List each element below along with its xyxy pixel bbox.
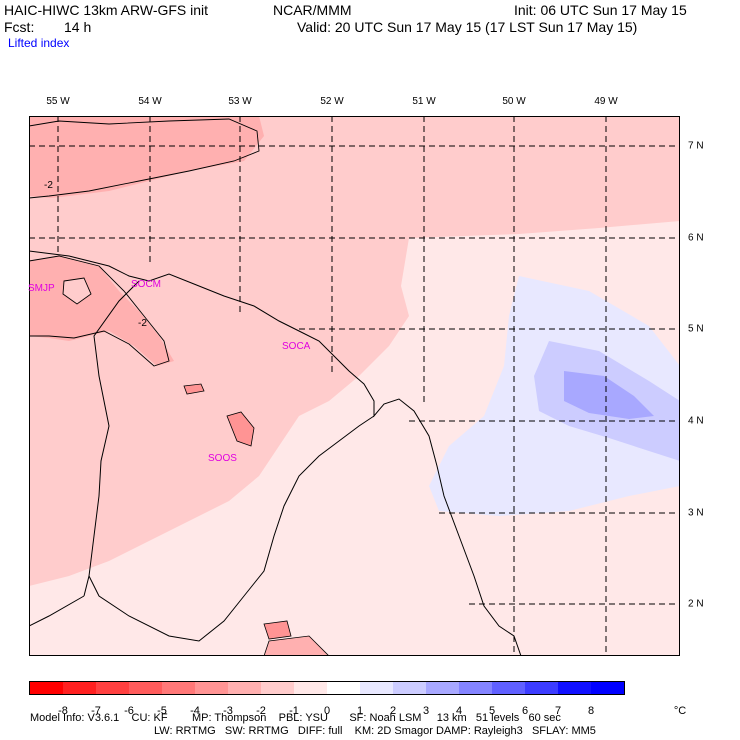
contour-label: -2 xyxy=(44,180,53,191)
colorbar-tick: 3 xyxy=(422,705,430,717)
colorbar-swatch xyxy=(360,682,393,694)
colorbar-swatch xyxy=(525,682,558,694)
li-region-pink xyxy=(29,116,264,198)
colorbar-tick: 7 xyxy=(554,705,562,717)
colorbar-tick: -1 xyxy=(289,705,299,717)
model-title: HAIC-HIWC 13km ARW-GFS init xyxy=(4,2,209,18)
colorbar-swatch xyxy=(162,682,195,694)
colorbar-tick: 8 xyxy=(587,705,595,717)
map-panel xyxy=(29,116,680,656)
lat-label: 7 N xyxy=(688,140,704,152)
colorbar-swatch xyxy=(327,682,360,694)
colorbar-tick: 0 xyxy=(323,705,331,717)
colorbar-swatch xyxy=(195,682,228,694)
station-label: SOOS xyxy=(208,453,237,464)
init-time: Init: 06 UTC Sun 17 May 15 xyxy=(514,2,687,18)
colorbar-tick: 4 xyxy=(455,705,463,717)
lon-label: 49 W xyxy=(594,96,618,107)
country-border xyxy=(88,415,375,642)
coastline xyxy=(29,250,522,656)
lat-label: 6 N xyxy=(688,232,704,244)
contour-minus2 xyxy=(29,255,170,367)
country-border xyxy=(83,280,140,597)
colorbar-swatch xyxy=(228,682,261,694)
lat-label: 5 N xyxy=(688,323,704,335)
contour-minus2 xyxy=(29,118,260,199)
org-label: NCAR/MMM xyxy=(273,2,352,18)
model-info-line2: LW: RRTMG SW: RRTMG DIFF: full KM: 2D Sm… xyxy=(154,725,596,737)
colorbar-swatch xyxy=(261,682,294,694)
colorbar-tick: -8 xyxy=(58,705,68,717)
colorbar-tick: -2 xyxy=(256,705,266,717)
colorbar-swatch xyxy=(294,682,327,694)
colorbar xyxy=(29,681,625,695)
colorbar-swatch xyxy=(129,682,162,694)
li-region-light-pink xyxy=(29,116,680,586)
colorbar-tick: -5 xyxy=(157,705,167,717)
colorbar-tick: 1 xyxy=(356,705,364,717)
colorbar-tick: -6 xyxy=(124,705,134,717)
lon-label: 52 W xyxy=(320,96,344,107)
lat-lon-grid xyxy=(29,116,680,656)
station-label: SOCM xyxy=(131,279,161,290)
li-blob xyxy=(263,620,292,640)
colorbar-swatch xyxy=(591,682,624,694)
lon-label: 55 W xyxy=(46,96,70,107)
station-label: SOCA xyxy=(282,341,311,352)
li-blob xyxy=(263,635,330,656)
lon-label: 51 W xyxy=(412,96,436,107)
colorbar-swatch xyxy=(63,682,96,694)
colorbar-swatch xyxy=(30,682,63,694)
contour-minus2 xyxy=(62,277,92,305)
colorbar-tick: 6 xyxy=(521,705,529,717)
lat-label: 2 N xyxy=(688,598,704,610)
colorbar-swatch xyxy=(558,682,591,694)
contour-label: -2 xyxy=(138,318,147,329)
colorbar-swatch xyxy=(459,682,492,694)
forecast-label: Fcst: xyxy=(4,19,35,35)
field-title: Lifted index xyxy=(8,36,70,50)
model-info-line1: Model Info: V3.6.1 CU: KF MP: Thompson P… xyxy=(30,712,561,724)
lon-label: 53 W xyxy=(228,96,252,107)
colorbar-swatch xyxy=(492,682,525,694)
colorbar-tick: 5 xyxy=(488,705,496,717)
li-blob xyxy=(226,411,255,447)
colorbar-tick: -4 xyxy=(190,705,200,717)
colorbar-swatch xyxy=(426,682,459,694)
colorbar-swatch xyxy=(393,682,426,694)
li-blob xyxy=(183,383,205,395)
lon-label: 50 W xyxy=(502,96,526,107)
lat-label: 3 N xyxy=(688,507,704,519)
li-region-mid-blue xyxy=(564,371,654,419)
lon-label: 54 W xyxy=(138,96,162,107)
valid-time: Valid: 20 UTC Sun 17 May 15 (17 LST Sun … xyxy=(297,19,638,35)
station-label: SMJP xyxy=(28,283,55,294)
colorbar-tick: 2 xyxy=(389,705,397,717)
colorbar-tick: -7 xyxy=(91,705,101,717)
colorbar-swatch xyxy=(96,682,129,694)
country-border xyxy=(29,595,85,627)
forecast-hour: 14 h xyxy=(64,19,92,35)
colorbar-tick: -3 xyxy=(223,705,233,717)
colorbar-unit: °C xyxy=(673,705,687,717)
lat-label: 4 N xyxy=(688,415,704,427)
